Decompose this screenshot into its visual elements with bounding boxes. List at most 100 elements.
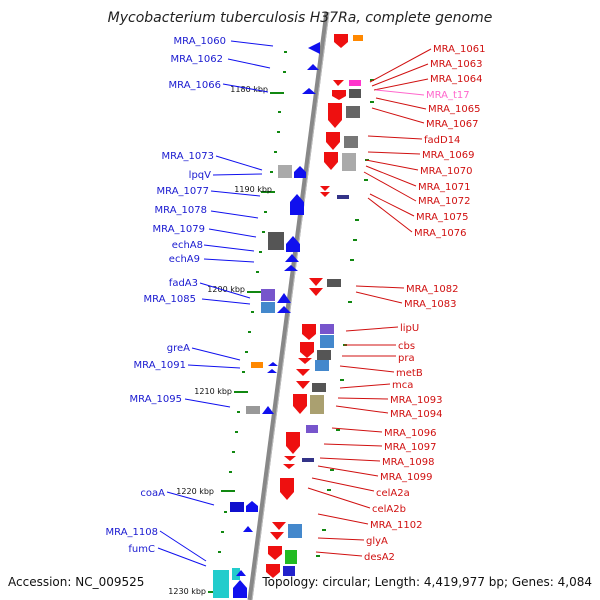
gene-arrow-mra-1066[interactable] [302,88,316,94]
gene-label-fada3[interactable]: fadA3 [169,278,198,289]
gene-arrow-mra-1085[interactable] [277,306,291,313]
gene-arrow-metb[interactable] [296,369,310,376]
gene-box-mra-1085[interactable] [261,302,275,313]
gene-label-mra-1093[interactable]: MRA_1093 [390,395,442,406]
gene-label-desa2[interactable]: desA2 [364,552,395,563]
gene-box-mra-1094[interactable] [310,395,324,414]
gene-label-lipu[interactable]: lipU [400,323,419,334]
gene-label-mra-1067[interactable]: MRA_1067 [426,119,478,130]
gene-label-cela2a[interactable]: celA2a [376,488,410,499]
gene-arrow-mra-1098[interactable] [284,456,296,461]
gene-box-metb[interactable] [315,360,329,371]
gene-label-mra-1091[interactable]: MRA_1091 [134,360,186,371]
gene-arrow-glya[interactable] [270,532,284,540]
gene-arrow-mra-1102[interactable] [272,522,286,530]
gene-arrow-mra-1072[interactable] [320,186,330,191]
gene-arrow-lipu[interactable] [302,324,316,340]
gene-arrow-desa2[interactable] [268,546,282,560]
gene-label-mra-1099[interactable]: MRA_1099 [380,472,432,483]
gene-box-mra-1061[interactable] [353,35,363,41]
gene-arrow-mra-1091[interactable] [267,369,277,373]
gene-arrow-mra-1067[interactable] [328,103,342,128]
gene-arrow-mra-1072b[interactable] [320,192,330,197]
gene-label-mra-1062[interactable]: MRA_1062 [171,54,223,65]
gene-box-fada3[interactable] [261,289,275,301]
gene-arrow-mra-1082[interactable] [309,278,323,286]
gene-label-mra-1083[interactable]: MRA_1083 [404,299,456,310]
gene-box-pra[interactable] [317,350,331,360]
gene-arrow-echa9b[interactable] [284,265,298,271]
gene-box-desa2-2[interactable] [283,566,295,576]
gene-arrow-mra-1108[interactable] [236,570,246,576]
gene-arrow-cela2a[interactable] [280,478,294,500]
gene-box-desa2[interactable] [285,550,297,564]
gene-box-lipu[interactable] [320,324,334,334]
gene-box-grea[interactable] [251,362,263,368]
gene-box-mra-1079[interactable] [268,232,284,250]
gene-arrow-echa9[interactable] [285,254,299,262]
gene-label-mra-1082[interactable]: MRA_1082 [406,284,458,295]
gene-arrow-mra-1097[interactable] [286,432,300,454]
gene-label-mra-1070[interactable]: MRA_1070 [420,166,472,177]
gene-box-mra-1096[interactable] [306,425,318,433]
gene-label-mra-1078[interactable]: MRA_1078 [155,205,207,216]
gene-label-mra-1098[interactable]: MRA_1098 [382,457,434,468]
gene-arrow-mra-1078[interactable] [290,194,304,215]
gene-label-mra-1066[interactable]: MRA_1066 [169,80,221,91]
gene-label-mra-1097[interactable]: MRA_1097 [384,442,436,453]
gene-box-mra-1073[interactable] [278,165,292,178]
gene-box-coaa[interactable] [230,502,244,512]
gene-box-mra-1065[interactable] [349,89,361,98]
gene-label-grea[interactable]: greA [167,343,190,354]
gene-arrow-fada3[interactable] [277,293,291,303]
gene-label-mra-1075[interactable]: MRA_1075 [416,212,468,223]
gene-label-mra-1060[interactable]: MRA_1060 [174,36,226,47]
gene-arrow-mra-t17[interactable] [332,90,346,100]
gene-label-glya[interactable]: glyA [366,536,388,547]
gene-label-mra-1064[interactable]: MRA_1064 [430,74,482,85]
gene-label-mra-1108[interactable]: MRA_1108 [106,527,158,538]
gene-box-mca[interactable] [312,383,326,392]
gene-arrow-mra-1063[interactable] [333,80,344,86]
gene-box-mra-1098[interactable] [302,458,314,462]
gene-arrow-mca[interactable] [296,381,310,389]
gene-arrow-mra-1093[interactable] [293,394,307,414]
gene-arrow-cbs[interactable] [300,342,314,358]
gene-label-mra-1096[interactable]: MRA_1096 [384,428,436,439]
gene-arrow-lpqv[interactable] [294,166,306,178]
gene-arrow-grea[interactable] [268,362,278,366]
gene-arrow-pra[interactable] [298,358,312,364]
gene-label-fadd14[interactable]: fadD14 [424,135,460,146]
gene-label-coaa[interactable]: coaA [140,488,165,499]
gene-arrow-fumc[interactable] [233,580,247,598]
gene-box-mra-1075[interactable] [337,195,349,199]
gene-arrow-fadd14[interactable] [326,132,340,150]
gene-label-cela2b[interactable]: celA2b [372,504,406,515]
gene-arrow-mra-1095[interactable] [262,406,274,414]
gene-label-mra-1072[interactable]: MRA_1072 [418,196,470,207]
gene-label-pra[interactable]: pra [398,353,415,364]
gene-arrow-desa2-2[interactable] [266,564,280,578]
gene-arrow-mra-1062[interactable] [307,64,319,70]
gene-label-mra-1073[interactable]: MRA_1073 [162,151,214,162]
gene-box-mra-1069[interactable] [342,153,356,171]
gene-box-glya[interactable] [288,524,302,538]
gene-label-mra-1102[interactable]: MRA_1102 [370,520,422,531]
gene-arrow-coaa[interactable] [246,501,258,512]
gene-label-mra-1063[interactable]: MRA_1063 [430,59,482,70]
gene-label-mra-1085[interactable]: MRA_1085 [144,294,196,305]
gene-label-mra-1095[interactable]: MRA_1095 [130,394,182,405]
gene-box-mra-1067[interactable] [346,106,360,118]
gene-box-cbs[interactable] [320,335,334,348]
gene-arrow-mra-1060[interactable] [308,42,320,54]
gene-arrow-echa8[interactable] [286,236,300,252]
gene-label-mra-1094[interactable]: MRA_1094 [390,409,442,420]
gene-label-echa9[interactable]: echA9 [169,254,200,265]
gene-label-mra-1069[interactable]: MRA_1069 [422,150,474,161]
gene-label-mra-1061[interactable]: MRA_1061 [433,44,485,55]
gene-box-mra-1082[interactable] [327,279,341,287]
gene-arrow-mra-1083[interactable] [309,288,323,296]
gene-label-mra-1071[interactable]: MRA_1071 [418,182,470,193]
gene-label-fumc[interactable]: fumC [128,544,155,555]
gene-label-mra-1079[interactable]: MRA_1079 [153,224,205,235]
